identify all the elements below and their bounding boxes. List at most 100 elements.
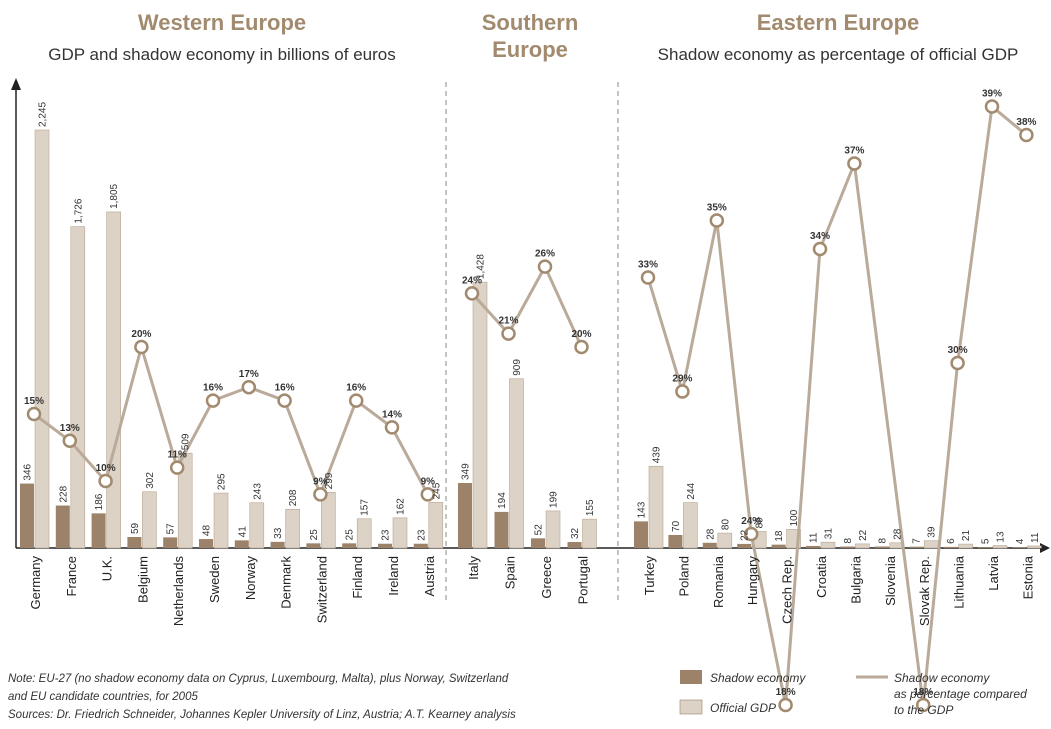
bar-shadow-norway — [234, 540, 249, 548]
pct-label-u-k: 10% — [96, 463, 116, 474]
tick-label-belgium: Belgium — [135, 556, 150, 603]
pct-label-estonia: 38% — [1016, 117, 1036, 128]
label-gdp-austria: 245 — [431, 482, 442, 499]
label-shadow-greece: 52 — [534, 524, 545, 536]
label-shadow-germany: 346 — [23, 463, 34, 480]
footer-note-line1: Note: EU-27 (no shadow economy data on C… — [8, 673, 509, 685]
tick-label-slovak-rep: Slovak Rep. — [917, 556, 932, 626]
label-gdp-latvia: 13 — [996, 531, 1007, 543]
pct-marker-france — [62, 433, 78, 449]
pct-marker-germany — [26, 406, 42, 422]
bar-shadow-slovak-rep — [909, 546, 924, 548]
southern-title-line1: Southern — [482, 10, 579, 35]
pct-label-austria: 9% — [421, 476, 436, 487]
label-gdp-u-k: 1,805 — [109, 183, 120, 208]
bar-gdp-germany — [34, 129, 50, 549]
label-gdp-turkey: 439 — [652, 446, 663, 463]
western-subtitle: GDP and shadow economy in billions of eu… — [48, 45, 395, 64]
pct-marker-portugal — [574, 339, 589, 355]
bar-shadow-greece — [531, 538, 545, 548]
label-gdp-estonia: 11 — [1030, 532, 1041, 543]
pct-label-croatia: 34% — [810, 231, 830, 242]
western-title: Western Europe — [138, 10, 306, 35]
pct-label-netherlands: 11% — [167, 450, 187, 461]
bar-gdp-latvia — [992, 545, 1008, 549]
tick-label-italy: Italy — [466, 556, 481, 580]
legend-shadow-swatch — [680, 670, 702, 684]
tick-label-slovenia: Slovenia — [883, 555, 898, 606]
pct-marker-switzerland — [313, 487, 328, 502]
bar-shadow-lithuania — [943, 546, 958, 548]
label-shadow-italy: 349 — [461, 463, 472, 480]
tick-label-norway: Norway — [243, 556, 258, 601]
tick-label-ireland: Ireland — [386, 556, 401, 596]
legend-line-label-3: to the GDP — [894, 703, 953, 717]
tick-label-germany: Germany — [28, 556, 43, 610]
tick-label-latvia: Latvia — [986, 555, 1001, 590]
bar-gdp-belgium — [142, 491, 157, 549]
pct-marker-ireland — [384, 420, 400, 435]
label-gdp-poland: 244 — [686, 482, 697, 499]
pct-label-finland: 16% — [346, 383, 366, 394]
bar-gdp-romania — [717, 532, 733, 549]
tick-label-turkey: Turkey — [642, 556, 657, 596]
bar-shadow-romania — [702, 542, 717, 548]
tick-label-bulgaria: Bulgaria — [848, 555, 863, 603]
label-shadow-belgium: 59 — [130, 522, 141, 534]
bar-gdp-norway — [249, 502, 265, 549]
label-shadow-croatia: 11 — [809, 532, 820, 543]
pct-marker-turkey — [640, 270, 656, 285]
label-shadow-slovak-rep: 7 — [912, 538, 923, 544]
bar-gdp-finland — [356, 518, 372, 549]
pct-label-france: 13% — [60, 423, 80, 434]
label-gdp-portugal: 155 — [585, 499, 596, 516]
pct-label-denmark: 16% — [275, 383, 295, 394]
label-shadow-bulgaria: 8 — [843, 538, 854, 544]
bars-layer — [20, 129, 1042, 549]
pct-marker-czech-rep — [778, 697, 793, 713]
bar-gdp-croatia — [820, 541, 836, 549]
label-shadow-austria: 23 — [416, 529, 427, 541]
bar-gdp-greece — [545, 510, 561, 549]
pct-marker-greece — [537, 259, 553, 274]
bar-shadow-netherlands — [163, 537, 178, 548]
tick-label-lithuania: Lithuania — [952, 555, 967, 609]
bar-gdp-denmark — [285, 508, 300, 549]
label-shadow-portugal: 32 — [570, 527, 581, 539]
label-shadow-finland: 25 — [345, 529, 356, 541]
label-shadow-denmark: 33 — [273, 527, 284, 539]
label-shadow-norway: 41 — [237, 526, 248, 538]
bar-gdp-france — [70, 226, 86, 549]
pct-marker-belgium — [134, 339, 149, 355]
lines-layer — [26, 99, 1034, 713]
label-shadow-latvia: 5 — [981, 538, 992, 544]
pct-line-western-europe — [33, 341, 430, 499]
bar-shadow-croatia — [806, 545, 820, 548]
tick-label-netherlands: Netherlands — [171, 556, 186, 627]
pct-label-germany: 15% — [24, 396, 44, 407]
bar-gdp-switzerland — [321, 492, 336, 549]
pct-marker-norway — [241, 379, 257, 395]
pct-marker-slovak-rep — [915, 697, 931, 713]
pct-label-slovak-rep: 18% — [913, 687, 933, 698]
bar-shadow-slovenia — [874, 546, 889, 548]
pct-label-turkey: 33% — [638, 260, 658, 271]
bar-shadow-finland — [342, 543, 357, 548]
tick-label-greece: Greece — [539, 556, 554, 599]
tick-label-romania: Romania — [711, 555, 726, 608]
tick-label-france: France — [64, 556, 79, 596]
pct-marker-spain — [501, 326, 516, 341]
bar-shadow-austria — [413, 543, 428, 548]
label-gdp-bulgaria: 22 — [858, 529, 869, 541]
pct-marker-estonia — [1019, 127, 1034, 143]
pct-label-ireland: 14% — [382, 409, 402, 420]
tick-label-switzerland: Switzerland — [314, 556, 329, 623]
tick-label-u-k: U.K. — [100, 556, 115, 581]
labels-layer: 3462,245Germany2281,726France1861,805U.K… — [23, 89, 1041, 699]
tick-label-sweden: Sweden — [207, 556, 222, 603]
tick-label-poland: Poland — [676, 556, 691, 596]
label-shadow-romania: 28 — [705, 528, 716, 540]
pct-marker-finland — [348, 393, 364, 408]
y-axis-arrow — [11, 78, 21, 90]
